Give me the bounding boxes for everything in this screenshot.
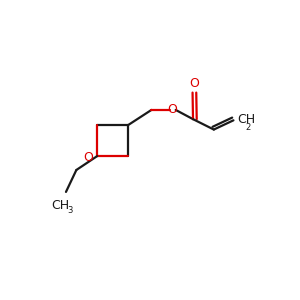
Text: 2: 2 (245, 123, 250, 132)
Text: 3: 3 (68, 206, 73, 215)
Text: CH: CH (51, 199, 69, 212)
Text: O: O (190, 77, 199, 90)
Text: O: O (167, 103, 177, 116)
Text: O: O (84, 151, 94, 164)
Text: CH: CH (237, 113, 255, 126)
